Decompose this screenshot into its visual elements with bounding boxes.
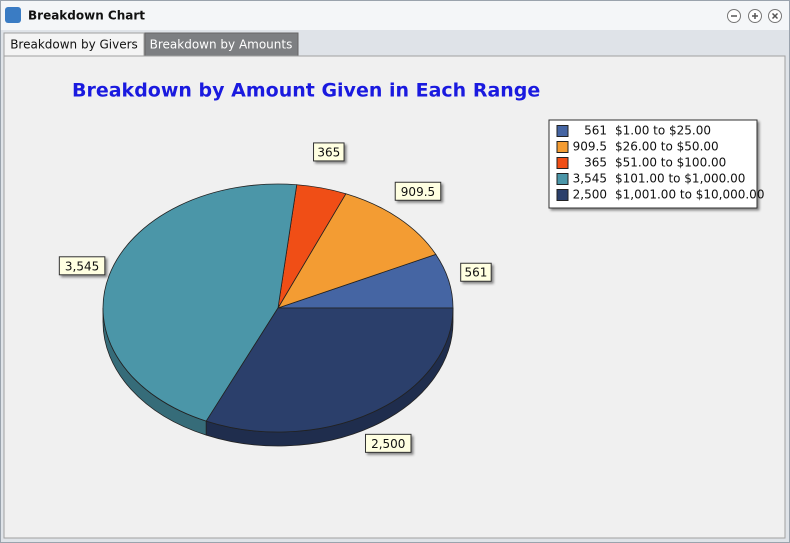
legend-swatch <box>556 189 569 201</box>
title-bar <box>1 1 789 30</box>
legend-value: 365 <box>584 156 607 170</box>
legend-items: 561 $1.00 to $25.00 909.5 $26.00 to $50.00 3… <box>556 124 764 202</box>
pie: 561 909.5 365 3,545 2,500 <box>58 142 492 453</box>
data-label: 365 <box>317 145 340 159</box>
legend-label: $101.00 to $1,000.00 <box>615 172 745 186</box>
data-label: 2,500 <box>371 437 405 451</box>
legend-label: $26.00 to $50.00 <box>615 140 719 154</box>
data-label: 561 <box>464 266 487 280</box>
slice <box>277 193 437 309</box>
tab-label[interactable]: Breakdown by Amounts <box>150 38 293 52</box>
data-label-box <box>460 262 492 282</box>
legend <box>548 119 758 209</box>
legend-swatch <box>556 141 569 153</box>
legend-swatch <box>556 173 569 185</box>
legend-value: 2,500 <box>573 188 607 202</box>
legend-value: 909.5 <box>573 140 607 154</box>
tab-label[interactable]: Breakdown by Givers <box>10 38 138 52</box>
legend-label: $1.00 to $25.00 <box>615 124 711 138</box>
legend-label: $1,001.00 to $10,000.00 <box>615 188 764 202</box>
legend-value: 561 <box>584 124 607 138</box>
chart-title: Breakdown by Amount Given in Each Range <box>72 80 540 102</box>
slice <box>102 183 298 422</box>
legend-swatch <box>556 125 569 137</box>
data-label-box <box>313 142 345 162</box>
legend-label: $51.00 to $100.00 <box>615 156 726 170</box>
data-label-box <box>394 181 442 201</box>
legend-value: 3,545 <box>573 172 607 186</box>
window-title: Breakdown Chart <box>28 9 145 23</box>
slice <box>205 307 454 433</box>
legend-swatch <box>556 157 569 169</box>
data-label-box <box>365 433 412 453</box>
data-label: 909.5 <box>401 185 435 199</box>
app-icon <box>5 7 21 23</box>
window-controls[interactable] <box>727 9 782 23</box>
data-label-box <box>58 256 106 276</box>
data-label: 3,545 <box>65 259 99 273</box>
